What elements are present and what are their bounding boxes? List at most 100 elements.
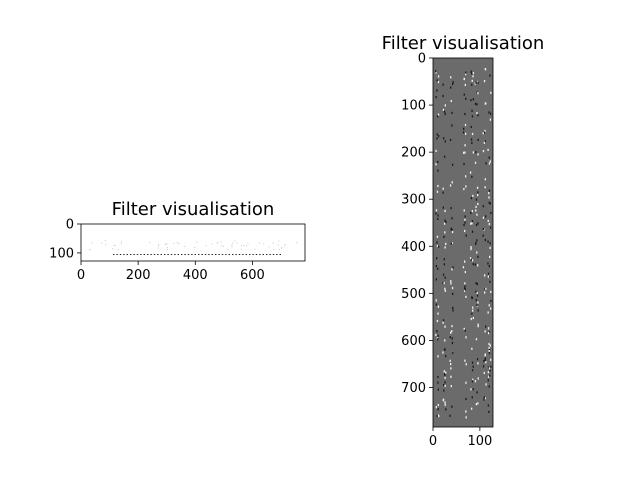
chart-right-speck xyxy=(437,169,439,172)
chart-left-speck xyxy=(105,244,107,246)
chart-left-speck xyxy=(268,246,270,248)
chart-right-x-axis: 0 100 xyxy=(429,427,492,449)
chart-right-speck xyxy=(489,369,491,372)
chart-right-speck xyxy=(476,304,478,307)
chart-left-speck xyxy=(262,254,264,255)
chart-left-speck xyxy=(278,249,280,251)
chart-left-speck xyxy=(184,245,186,247)
chart-right-speck xyxy=(487,371,489,374)
chart-left-speck xyxy=(166,243,168,245)
chart-right-speck xyxy=(464,221,466,224)
chart-right-speck xyxy=(464,83,466,87)
chart-right-speck xyxy=(471,83,473,86)
chart-right-speck xyxy=(464,271,466,274)
chart-right-speck xyxy=(483,396,485,399)
chart-right-speck xyxy=(442,191,444,194)
chart-right-speck xyxy=(489,202,491,205)
chart-right-speck xyxy=(477,193,479,197)
chart-right-speck xyxy=(464,229,466,233)
chart-right-speck xyxy=(488,223,490,226)
chart-right-speck xyxy=(488,350,490,353)
chart-right-speck xyxy=(490,365,492,368)
chart-left-speck xyxy=(258,242,261,244)
chart-right-speck xyxy=(488,189,491,192)
chart-right-y-tick-label-4: 400 xyxy=(401,240,426,255)
chart-right-speck xyxy=(451,242,453,245)
chart-right-speck xyxy=(470,125,472,128)
chart-left-speck xyxy=(158,245,160,247)
chart-right-speck xyxy=(464,123,467,127)
chart-left-speck xyxy=(150,254,152,255)
chart-right-speck xyxy=(465,73,467,76)
chart-left-speck xyxy=(114,245,116,247)
chart-right-speck xyxy=(437,403,439,407)
chart-right-speck xyxy=(437,80,440,84)
chart-right-speck xyxy=(442,351,444,354)
chart-left-speck xyxy=(225,254,227,255)
chart-right-speck xyxy=(487,262,489,265)
chart-left-speck xyxy=(166,248,168,250)
chart-right-speck xyxy=(471,369,474,372)
chart-left-speck xyxy=(236,242,238,244)
chart-right-speck xyxy=(451,405,453,408)
chart-right-speck xyxy=(487,379,489,382)
chart-right-speck xyxy=(444,276,446,279)
chart-right-speck xyxy=(487,327,490,330)
chart-right-speck xyxy=(436,241,438,244)
chart-right-speck xyxy=(465,175,467,178)
chart-right-y-tick-label-5: 500 xyxy=(401,287,426,302)
chart-right-speck xyxy=(464,359,466,362)
chart-left-speck xyxy=(232,242,234,244)
chart-right-speck xyxy=(475,81,477,84)
chart-right-speck xyxy=(435,212,437,215)
chart-right-speck xyxy=(450,280,452,283)
chart-right-speck xyxy=(476,391,478,394)
chart-right-speck xyxy=(451,111,453,114)
chart-right-speck xyxy=(464,151,466,154)
chart-right-speck xyxy=(470,246,472,249)
chart-right-speck xyxy=(452,163,454,166)
chart-right-speck xyxy=(444,246,446,249)
chart-left-speck xyxy=(101,242,103,244)
chart-right-speck xyxy=(436,133,438,136)
chart-right-speck xyxy=(444,374,446,377)
chart-right-speck xyxy=(474,102,477,105)
chart-right-speck xyxy=(489,374,491,377)
chart-right-speck xyxy=(464,215,466,218)
chart-right-speck xyxy=(449,414,451,417)
chart-right-speck xyxy=(462,266,465,269)
chart-right-speck xyxy=(477,325,479,328)
chart-right-speck xyxy=(465,416,467,419)
chart-right-speck xyxy=(477,255,479,258)
chart-left-speck xyxy=(242,254,244,255)
chart-left-speck xyxy=(126,254,128,255)
chart-left-speck xyxy=(153,254,156,255)
chart-right-speck xyxy=(465,381,467,384)
chart-right-speck xyxy=(435,96,437,99)
chart-right-speck xyxy=(436,137,438,140)
chart-right-speck xyxy=(444,155,446,158)
chart-right-speck xyxy=(442,273,445,276)
chart-right-speck xyxy=(475,282,477,285)
chart-right-speck xyxy=(452,306,454,309)
chart-right-speck xyxy=(465,410,467,413)
chart-right-speck xyxy=(477,402,479,405)
chart-right-speck xyxy=(487,219,489,222)
chart-left-speck xyxy=(157,243,159,245)
chart-right-speck xyxy=(450,227,452,230)
chart-right-speck xyxy=(489,275,491,278)
chart-left-speck xyxy=(113,244,115,246)
chart-right-speck xyxy=(482,227,484,231)
chart-right-speck xyxy=(449,359,451,362)
chart-right-speck xyxy=(488,304,490,307)
chart-left-speck xyxy=(220,245,223,247)
chart-right-speck xyxy=(488,162,491,165)
chart-right-speck xyxy=(435,209,438,212)
chart-right-speck xyxy=(462,131,465,134)
chart-right-speck xyxy=(475,299,477,302)
chart-right-speck xyxy=(477,202,479,206)
chart-right-speck xyxy=(464,282,466,285)
chart-right-speck xyxy=(471,210,473,213)
chart-right-speck xyxy=(485,287,487,290)
chart-right-speck xyxy=(488,385,490,388)
